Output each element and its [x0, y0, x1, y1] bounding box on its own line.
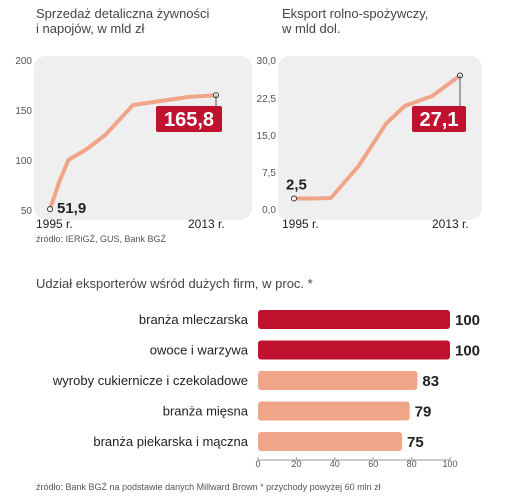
chart1-end-label: 165,8 [164, 109, 214, 131]
bar-category-label: wyroby cukiernicze i czekoladowe [52, 373, 248, 388]
chart2-point [403, 105, 406, 107]
chart3-plot: branża mleczarska 100 owoce i warzywa 100 wy… [52, 310, 480, 469]
chart2-point [431, 95, 434, 97]
bar-value-label: 100 [455, 312, 480, 329]
chart2-series-line [292, 73, 462, 201]
chart2-point [357, 165, 360, 167]
chart1-source: źródło: IERiGŻ, GUS, Bank BGŻ [36, 234, 167, 244]
chart2-xlabel-end: 2013 r. [432, 217, 469, 231]
chart1-ytick: 100 [15, 156, 32, 167]
chart1-point [58, 181, 61, 183]
bar [258, 340, 450, 360]
chart2-ytick: 22,5 [256, 94, 276, 105]
bar-x-tick-label: 100 [442, 459, 457, 469]
chart2-end-box [412, 106, 466, 132]
chart1-point [85, 148, 88, 150]
bar [258, 432, 402, 451]
bar-x-tick-label: 20 [291, 459, 301, 469]
bar [258, 401, 410, 421]
bar-x-tick-label: 0 [255, 459, 260, 469]
chart1-end-box [156, 106, 222, 132]
chart1-point [159, 100, 162, 102]
chart2-ytick: 7,5 [262, 168, 276, 179]
chart1-endpoint [47, 206, 53, 213]
chart1-xlabel-start: 1995 r. [36, 217, 73, 231]
chart2-end-label: 27,1 [420, 109, 459, 131]
chart1-point [104, 134, 107, 136]
chart2-point [329, 197, 332, 199]
bar-category-label: branża mleczarska [139, 312, 249, 327]
chart2-endpoint [291, 195, 297, 202]
chart1-ytick: 50 [20, 206, 32, 217]
chart1-plot: 51,9 165,8 [34, 56, 252, 220]
chart1-panel [34, 56, 252, 220]
chart2-point [311, 197, 314, 200]
bar-value-label: 75 [407, 434, 424, 451]
bar-x-tick-label: 80 [407, 459, 417, 469]
chart1-point [187, 96, 190, 98]
chart2-plot: 2,5 27,1 [278, 56, 482, 220]
bar-x-tick-label: 60 [368, 459, 378, 469]
chart2-ytick: 0,0 [262, 205, 276, 216]
bar-category-label: branża piekarska i mączna [93, 434, 248, 449]
bar-value-label: 79 [415, 404, 432, 421]
chart2-xlabel-start: 1995 r. [282, 217, 319, 231]
bar-value-label: 100 [455, 343, 480, 360]
chart1-start-label: 51,9 [57, 200, 86, 217]
chart1-xlabel-end: 2013 r. [188, 217, 225, 231]
chart2-ytick: 30,0 [256, 56, 276, 67]
bar-value-label: 83 [422, 373, 439, 390]
chart2-title: Eksport rolno-spożywczy, w mld dol. [282, 6, 429, 36]
chart2-point [385, 122, 388, 125]
bar [258, 371, 418, 390]
chart3-title: Udział eksporterów wśród dużych firm, w … [36, 276, 313, 291]
bar-category-label: owoce i warzywa [150, 343, 249, 358]
bar-category-label: branża mięsna [163, 404, 249, 419]
chart1-ytick: 200 [15, 56, 32, 67]
chart1-title: Sprzedaż detaliczna żywności i napojów, … [36, 6, 210, 36]
chart1-ytick: 150 [15, 106, 32, 117]
chart2-start-label: 2,5 [286, 177, 307, 194]
bar [258, 310, 450, 329]
chart3-source: źródło: Bank BGŻ na podstawie danych Mil… [36, 482, 381, 492]
chart1-point [132, 104, 134, 106]
chart2-ytick: 15,0 [256, 131, 276, 142]
bar-x-tick-label: 40 [330, 459, 340, 469]
chart1-point [67, 159, 70, 161]
